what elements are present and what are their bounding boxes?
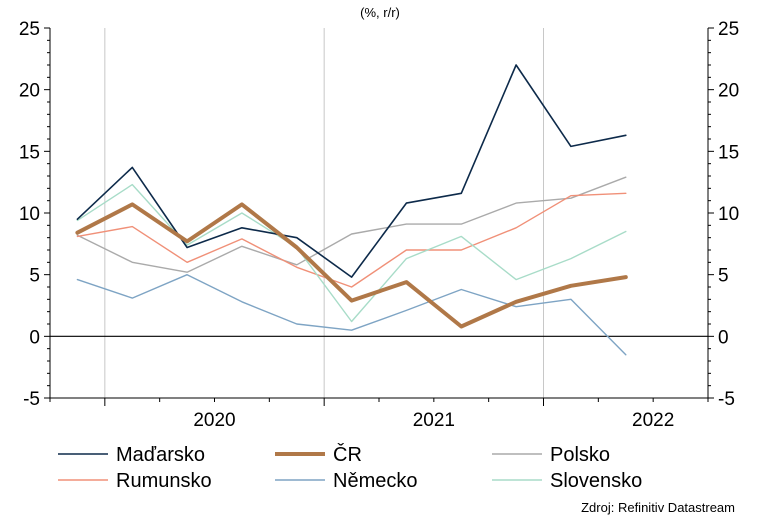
y-tick-label-right: 10	[718, 204, 739, 225]
y-tick-label-left: 10	[19, 204, 40, 225]
y-tick-label-right: 25	[718, 19, 739, 40]
legend-label-5: Slovensko	[550, 470, 642, 492]
legend-label-2: Polsko	[550, 444, 610, 466]
y-tick-label-right: 15	[718, 142, 739, 163]
source-note: Zdroj: Refinitiv Datastream	[581, 500, 735, 515]
axes	[49, 28, 709, 399]
legend-label-0: Maďarsko	[116, 444, 205, 466]
x-tick-label-2020: 2020	[193, 410, 235, 431]
y-tick-label-right: 0	[718, 327, 729, 348]
series-line-4	[76, 274, 627, 356]
series-line-5	[76, 183, 627, 323]
series-line-1	[75, 202, 628, 329]
legend-label-4: Německo	[333, 470, 417, 492]
unit-label: (%, r/r)	[360, 5, 400, 20]
y-tick-label-left: 0	[29, 327, 40, 348]
y-tick-label-left: 5	[29, 266, 40, 287]
y-tick-label-right: 5	[718, 266, 729, 287]
legend: Maďarsko ČR Polsko Rumunsko Německo Slovensko	[58, 443, 642, 492]
x-tick-label-2022: 2022	[632, 410, 674, 431]
vertical-gridlines	[104, 28, 544, 398]
y-tick-label-right: 20	[718, 81, 739, 102]
y-tick-label-right: -5	[718, 389, 735, 410]
y-tick-label-left: -5	[23, 389, 40, 410]
legend-label-3: Rumunsko	[116, 470, 212, 492]
series-lines	[75, 64, 628, 356]
y-tick-label-left: 15	[19, 142, 40, 163]
y-tick-label-left: 20	[19, 81, 40, 102]
y-axis-right-ticks: -5 0 5 10 15 20 25	[708, 19, 739, 410]
series-line-0	[76, 64, 627, 278]
legend-label-1: ČR	[333, 443, 362, 466]
y-axis-left-ticks: -5 0 5 10 15 20 25	[19, 19, 50, 410]
series-line-3	[76, 192, 627, 288]
x-axis-ticks: 2020 2021 2022	[49, 398, 709, 431]
series-line-2	[76, 176, 627, 273]
y-tick-label-left: 25	[19, 19, 40, 40]
x-tick-label-2021: 2021	[413, 410, 455, 431]
